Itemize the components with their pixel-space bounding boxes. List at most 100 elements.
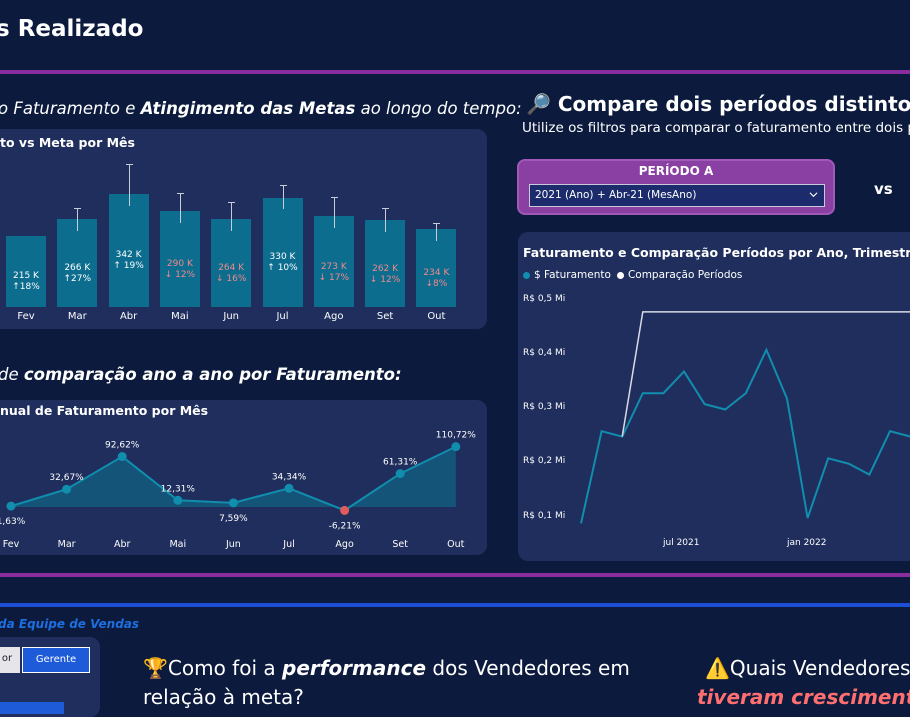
- bar-delta: ↑ 10%: [261, 263, 305, 274]
- panel-title: to vs Meta por Mês: [0, 135, 135, 150]
- meta-error-bar: [385, 208, 386, 232]
- trophy-icon: 🏆: [143, 656, 168, 680]
- bar-data-label: 330 K ↑ 10%: [261, 252, 305, 274]
- x-tick: Jul: [263, 311, 303, 322]
- meta-error-cap: [280, 185, 287, 186]
- bar-data-label: 234 K ↓8%: [414, 268, 458, 290]
- yoy-data-label: 110,72%: [436, 431, 476, 441]
- section-heading-yoy: de comparação ano a ano por Faturamento:: [0, 365, 402, 384]
- periodo-a-value: 2021 (Ano) + Abr-21 (MesAno): [535, 189, 696, 201]
- bar-value: 273 K: [312, 262, 356, 273]
- vs-label: vs: [874, 180, 893, 198]
- search-icon: 🔎: [526, 92, 551, 116]
- yoy-point[interactable]: [118, 452, 127, 461]
- yoy-point[interactable]: [229, 498, 238, 507]
- section-divider: [0, 573, 910, 577]
- yoy-data-label: 34,34%: [272, 472, 307, 482]
- bar-data-label: 215 K ↑18%: [4, 271, 48, 293]
- periodo-a-dropdown[interactable]: 2021 (Ano) + Abr-21 (MesAno): [529, 184, 825, 207]
- meta-error-cap: [382, 208, 389, 209]
- page-title: s Realizado: [0, 16, 143, 42]
- meta-error-bar: [77, 208, 78, 231]
- x-tick: Fev: [3, 539, 20, 550]
- meta-error-bar: [283, 185, 284, 210]
- x-tick: Set: [365, 311, 405, 322]
- x-tick: Ago: [314, 311, 354, 322]
- bar-delta: ↑18%: [4, 282, 48, 293]
- goals-bar-chart-panel[interactable]: to vs Meta por Mês 215 K ↑18% Fev 266 K ↑27%…: [0, 129, 487, 329]
- bar-data-label: 342 K ↑ 19%: [107, 250, 151, 272]
- bar-value: 262 K: [363, 264, 407, 275]
- question-text: Quais Vendedores: [730, 656, 910, 680]
- faturamento-line[interactable]: [581, 350, 910, 524]
- role-button-vendedor[interactable]: or: [0, 647, 20, 673]
- heading-bold: Atingimento das Metas: [141, 99, 356, 118]
- yoy-point[interactable]: [396, 469, 405, 478]
- x-tick: Abr: [114, 539, 131, 550]
- bar-value: 330 K: [261, 252, 305, 263]
- yoy-point[interactable]: [451, 442, 460, 451]
- selected-item-bar[interactable]: [0, 702, 64, 714]
- meta-error-cap: [433, 223, 440, 224]
- bar-data-label: 262 K ↓ 12%: [363, 264, 407, 286]
- x-tick: Mai: [160, 311, 200, 322]
- yoy-point[interactable]: [62, 485, 71, 494]
- meta-error-cap: [177, 193, 184, 194]
- question-text: Como foi a: [168, 656, 282, 680]
- question-highlight: tiveram crescimento: [697, 685, 910, 709]
- button-label: Gerente: [36, 654, 76, 665]
- compare-title: Compare dois períodos distintos: [558, 92, 910, 116]
- question-text: dos Vendedores em: [426, 656, 630, 680]
- meta-error-bar: [334, 197, 335, 228]
- x-tick: Jun: [211, 311, 251, 322]
- yoy-point[interactable]: [285, 484, 294, 493]
- yoy-point[interactable]: [173, 496, 182, 505]
- heading-text: de: [0, 365, 24, 384]
- question-bold: performance: [282, 656, 426, 680]
- heading-text: ao longo do tempo:: [355, 99, 521, 118]
- heading-text: o Faturamento e: [0, 99, 141, 118]
- bar-value: 342 K: [107, 250, 151, 261]
- x-tick: Abr: [109, 311, 149, 322]
- bar-value: 234 K: [414, 268, 458, 279]
- yoy-point[interactable]: [7, 502, 16, 511]
- bar-delta: ↓ 16%: [209, 274, 253, 285]
- question-text: relação à meta?: [143, 685, 304, 709]
- heading-bold: comparação ano a ano por Faturamento:: [24, 365, 402, 384]
- periodo-a-label: PERÍODO A: [519, 164, 833, 178]
- bar-delta: ↑ 19%: [107, 261, 151, 272]
- meta-error-bar: [231, 202, 232, 231]
- yoy-point[interactable]: [340, 506, 349, 515]
- yoy-data-label: 7,59%: [219, 514, 248, 524]
- yoy-data-label: 61,31%: [383, 458, 418, 468]
- bar-data-label: 273 K ↓ 17%: [312, 262, 356, 284]
- comparacao-line[interactable]: [622, 312, 910, 437]
- x-tick: Fev: [6, 311, 46, 322]
- meta-error-bar: [129, 164, 130, 205]
- meta-error-cap: [331, 197, 338, 198]
- bar-delta: ↓8%: [414, 279, 458, 290]
- x-tick: Out: [447, 539, 464, 550]
- yoy-data-label: 32,67%: [49, 473, 84, 483]
- x-tick: Jul: [282, 539, 294, 550]
- bar-data-label: 264 K ↓ 16%: [209, 263, 253, 285]
- x-tick: Mar: [57, 311, 97, 322]
- yoy-chart-panel[interactable]: nual de Faturamento por Mês 1,63% Fev 32,6…: [0, 400, 487, 555]
- bar-data-label: 266 K ↑27%: [55, 263, 99, 285]
- compare-line-chart-panel[interactable]: Faturamento e Comparação Períodos por An…: [518, 232, 910, 561]
- question-growth: ⚠️Quais Vendedores tiveram crescimento: [705, 654, 910, 712]
- compare-heading: 🔎 Compare dois períodos distintos: [526, 92, 910, 116]
- compare-line-chart: [518, 232, 910, 561]
- section-heading-goals: o Faturamento e Atingimento das Metas ao…: [0, 99, 522, 118]
- bar-value: 266 K: [55, 263, 99, 274]
- meta-error-cap: [228, 202, 235, 203]
- yoy-area-chart: 1,63%Fev32,67%Mar92,62%Abr12,31%Mai7,59%…: [0, 400, 487, 555]
- meta-error-cap: [74, 208, 81, 209]
- meta-error-bar: [180, 193, 181, 223]
- role-button-gerente[interactable]: Gerente: [22, 647, 90, 673]
- x-tick: Out: [416, 311, 456, 322]
- x-tick: Set: [392, 539, 408, 550]
- button-label: or: [2, 653, 12, 664]
- bar-data-label: 290 K ↓ 12%: [158, 259, 202, 281]
- meta-error-cap: [126, 164, 133, 165]
